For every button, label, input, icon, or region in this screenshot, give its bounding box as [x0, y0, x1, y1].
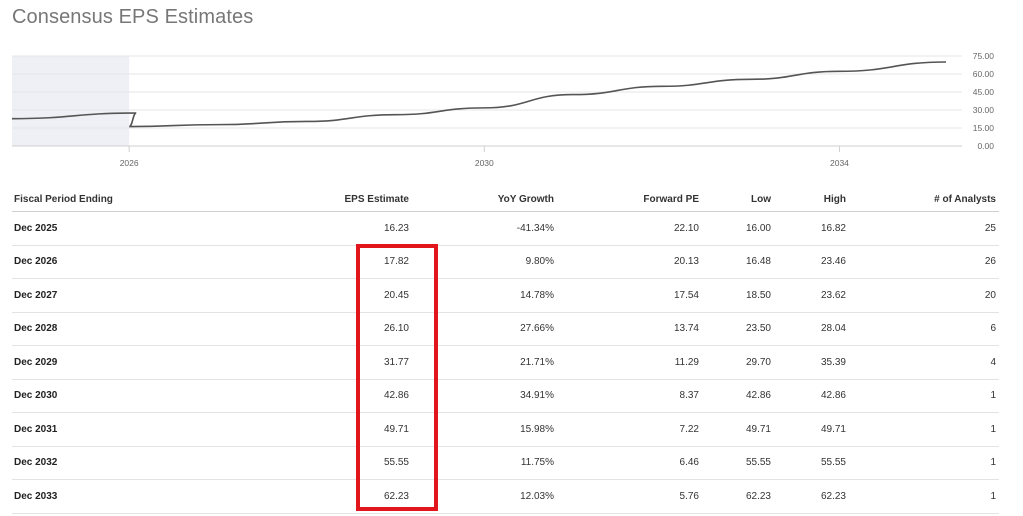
- table-row: Dec 2026 17.82 9.80% 20.13 16.48 23.46 26: [12, 245, 999, 279]
- table-row: Dec 2032 55.55 11.75% 6.46 55.55 55.55 1: [12, 446, 999, 480]
- pe-cell: 22.10: [557, 211, 702, 246]
- high-cell: 23.62: [774, 278, 849, 313]
- analysts-cell: 1: [849, 446, 999, 480]
- analysts-cell: 1: [849, 412, 999, 447]
- period-cell: Dec 2027: [12, 278, 162, 313]
- low-cell: 55.55: [702, 446, 774, 480]
- x-tick-label: 2026: [120, 158, 139, 168]
- low-cell: 16.00: [702, 211, 774, 246]
- period-cell: Dec 2031: [12, 412, 162, 447]
- eps-cell: 20.45: [162, 278, 412, 313]
- period-cell: Dec 2029: [12, 345, 162, 380]
- table-row: Dec 2031 49.71 15.98% 7.22 49.71 49.71 1: [12, 412, 999, 447]
- yoy-cell: 9.80%: [412, 245, 557, 279]
- x-tick-label: 2030: [475, 158, 494, 168]
- period-cell: Dec 2026: [12, 245, 162, 279]
- analysts-cell: 6: [849, 312, 999, 346]
- analysts-cell: 25: [849, 211, 999, 246]
- x-tick-label: 2034: [830, 158, 849, 168]
- analysts-cell: 20: [849, 278, 999, 313]
- table-row: Dec 2028 26.10 27.66% 13.74 23.50 28.04 6: [12, 312, 999, 346]
- pe-cell: 7.22: [557, 412, 702, 447]
- page-title: Consensus EPS Estimates: [12, 6, 254, 28]
- header-high: High: [774, 188, 849, 212]
- y-tick-label: 15.00: [973, 123, 995, 133]
- pe-cell: 17.54: [557, 278, 702, 313]
- table-row: Dec 2030 42.86 34.91% 8.37 42.86 42.86 1: [12, 379, 999, 413]
- yoy-cell: 27.66%: [412, 312, 557, 346]
- high-cell: 23.46: [774, 245, 849, 279]
- eps-series-line: [11, 61, 947, 128]
- table-row: Dec 2025 16.23 -41.34% 22.10 16.00 16.82 25: [12, 211, 999, 246]
- x-axis-ticks: 2026 2030 2034: [120, 146, 849, 168]
- yoy-cell: 21.71%: [412, 345, 557, 380]
- y-tick-label: 0.00: [977, 141, 994, 151]
- pe-cell: 11.29: [557, 345, 702, 380]
- low-cell: 18.50: [702, 278, 774, 313]
- eps-cell: 55.55: [162, 446, 412, 480]
- high-cell: 49.71: [774, 412, 849, 447]
- eps-cell: 17.82: [162, 245, 412, 279]
- analysts-cell: 1: [849, 479, 999, 514]
- eps-cell: 49.71: [162, 412, 412, 447]
- table-row: Dec 2033 62.23 12.03% 5.76 62.23 62.23 1: [12, 479, 999, 514]
- y-axis-ticks: 75.00 60.00 45.00 30.00 15.00 0.00: [973, 51, 995, 151]
- pe-cell: 8.37: [557, 379, 702, 413]
- eps-cell: 42.86: [162, 379, 412, 413]
- high-cell: 42.86: [774, 379, 849, 413]
- header-analysts: # of Analysts: [849, 188, 999, 212]
- historical-shade: [12, 56, 130, 146]
- low-cell: 29.70: [702, 345, 774, 380]
- yoy-cell: 15.98%: [412, 412, 557, 447]
- y-tick-label: 75.00: [973, 51, 995, 61]
- yoy-cell: 34.91%: [412, 379, 557, 413]
- header-forward-pe: Forward PE: [557, 188, 702, 212]
- low-cell: 42.86: [702, 379, 774, 413]
- low-cell: 49.71: [702, 412, 774, 447]
- table-header-row: Fiscal Period Ending EPS Estimate YoY Grow…: [12, 188, 999, 212]
- eps-cell: 31.77: [162, 345, 412, 380]
- pe-cell: 20.13: [557, 245, 702, 279]
- high-cell: 55.55: [774, 446, 849, 480]
- yoy-cell: 11.75%: [412, 446, 557, 480]
- header-eps-estimate: EPS Estimate: [162, 188, 412, 212]
- chart-gridlines: [12, 55, 962, 147]
- pe-cell: 5.76: [557, 479, 702, 514]
- analysts-cell: 4: [849, 345, 999, 380]
- analysts-cell: 1: [849, 379, 999, 413]
- low-cell: 16.48: [702, 245, 774, 279]
- high-cell: 35.39: [774, 345, 849, 380]
- period-cell: Dec 2025: [12, 211, 162, 246]
- header-yoy-growth: YoY Growth: [412, 188, 557, 212]
- yoy-cell: -41.34%: [412, 211, 557, 246]
- period-cell: Dec 2030: [12, 379, 162, 413]
- period-cell: Dec 2033: [12, 479, 162, 514]
- period-cell: Dec 2028: [12, 312, 162, 346]
- yoy-cell: 12.03%: [412, 479, 557, 514]
- high-cell: 62.23: [774, 479, 849, 514]
- analysts-cell: 26: [849, 245, 999, 279]
- eps-cell: 26.10: [162, 312, 412, 346]
- eps-cell: 16.23: [162, 211, 412, 246]
- high-cell: 28.04: [774, 312, 849, 346]
- y-tick-label: 45.00: [973, 87, 995, 97]
- y-tick-label: 30.00: [973, 105, 995, 115]
- header-fiscal-period: Fiscal Period Ending: [12, 188, 162, 212]
- header-low: Low: [702, 188, 774, 212]
- y-tick-label: 60.00: [973, 69, 995, 79]
- pe-cell: 13.74: [557, 312, 702, 346]
- eps-estimates-table: Fiscal Period Ending EPS Estimate YoY Grow…: [12, 188, 999, 514]
- yoy-cell: 14.78%: [412, 278, 557, 313]
- eps-cell: 62.23: [162, 479, 412, 514]
- low-cell: 23.50: [702, 312, 774, 346]
- low-cell: 62.23: [702, 479, 774, 514]
- table-row: Dec 2029 31.77 21.71% 11.29 29.70 35.39 4: [12, 345, 999, 380]
- table-row: Dec 2027 20.45 14.78% 17.54 18.50 23.62 20: [12, 278, 999, 313]
- pe-cell: 6.46: [557, 446, 702, 480]
- period-cell: Dec 2032: [12, 446, 162, 480]
- high-cell: 16.82: [774, 211, 849, 246]
